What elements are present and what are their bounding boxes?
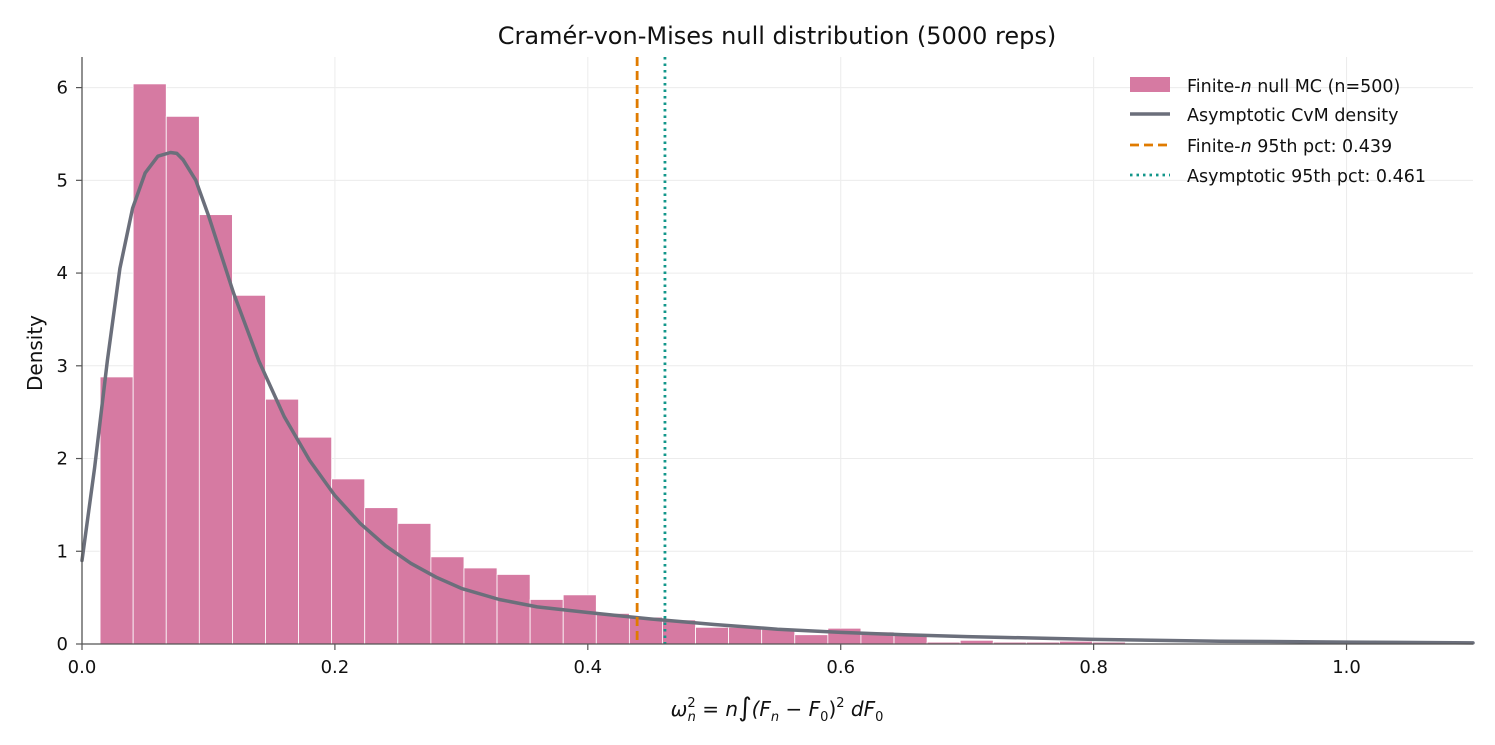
chart-title: Cramér-von-Mises null distribution (5000… — [498, 22, 1056, 50]
density-curve — [80, 150, 1475, 645]
legend-histogram-part2: n — [1241, 77, 1252, 97]
density-curve-layer — [80, 150, 1475, 645]
xlabel-d: dF — [845, 697, 876, 721]
xlabel-integral: ∫ — [738, 693, 752, 723]
axes — [81, 57, 1473, 645]
x-tick-label: 0.6 — [826, 657, 855, 678]
legend-label-histogram: Finite-n null MC (n=500) — [1187, 77, 1400, 97]
x-tick-label: 0.8 — [1079, 657, 1108, 678]
xlabel-eq: = n — [696, 697, 738, 721]
legend-label-curve: Asymptotic CvM density — [1187, 106, 1398, 126]
x-ticks: 0.0 0.2 0.4 0.6 0.8 1.0 — [68, 644, 1361, 678]
xlabel-sub-0b: 0 — [875, 710, 883, 725]
legend: Finite-n null MC (n=500) Asymptotic CvM … — [1130, 77, 1426, 187]
histogram-bar — [364, 507, 399, 645]
xlabel-sub-n: n — [688, 710, 696, 725]
x-axis-label: ω2 n = n∫(Fn − F0)2 dF0 — [671, 693, 884, 725]
histogram-bar — [132, 83, 167, 645]
legend-swatch-histogram — [1130, 77, 1170, 92]
xlabel-body1: (F — [752, 697, 772, 721]
xlabel-minus: − F — [779, 697, 820, 721]
histogram-bar — [265, 398, 299, 645]
x-tick-label: 0.0 — [68, 657, 97, 678]
histogram-bar — [165, 115, 200, 645]
histogram-bar — [728, 626, 763, 645]
histogram-bar — [232, 294, 266, 645]
histogram-bar — [463, 567, 498, 645]
histogram-bar — [430, 556, 465, 645]
histogram-bar — [496, 574, 531, 645]
legend-finite-part1: Finite- — [1187, 137, 1241, 157]
legend-finite-part3: 95th pct: 0.439 — [1252, 137, 1393, 157]
x-tick-label: 1.0 — [1332, 657, 1361, 678]
percentile-lines — [635, 57, 667, 644]
histogram-bar — [99, 376, 134, 645]
y-tick-label: 3 — [57, 356, 68, 377]
histogram-bar — [695, 626, 730, 645]
histogram-bar — [198, 214, 233, 645]
xlabel-close: ) — [828, 697, 836, 721]
y-tick-label: 0 — [57, 634, 68, 655]
x-tick-label: 0.4 — [573, 657, 602, 678]
legend-histogram-part1: Finite- — [1187, 77, 1241, 97]
legend-finite-part2: n — [1241, 137, 1252, 157]
x-tick-label: 0.2 — [321, 657, 350, 678]
legend-histogram-part3: null MC (n=500) — [1252, 77, 1401, 97]
y-tick-label: 1 — [57, 541, 68, 562]
histogram-bar — [628, 616, 663, 645]
legend-label-finite-pct: Finite-n 95th pct: 0.439 — [1187, 137, 1392, 157]
y-tick-label: 4 — [57, 263, 68, 284]
y-ticks: 0 1 2 3 4 5 6 — [57, 78, 82, 655]
xlabel-sub-0: 0 — [820, 710, 828, 725]
y-tick-label: 2 — [57, 449, 68, 470]
y-tick-label: 5 — [57, 170, 68, 191]
histogram-bar — [794, 634, 829, 645]
histogram-bar — [397, 523, 432, 645]
xlabel-sup: 2 — [687, 696, 695, 711]
xlabel-omega: ω — [671, 697, 688, 721]
y-axis-label: Density — [23, 315, 47, 391]
xlabel-sup2: 2 — [836, 696, 844, 711]
histogram-bar — [562, 594, 597, 645]
y-tick-label: 6 — [57, 78, 68, 99]
histogram-bars — [99, 83, 1259, 645]
histogram-bar — [331, 478, 366, 645]
xlabel-sub-n2: n — [771, 710, 779, 725]
legend-label-asym-pct: Asymptotic 95th pct: 0.461 — [1187, 167, 1426, 187]
